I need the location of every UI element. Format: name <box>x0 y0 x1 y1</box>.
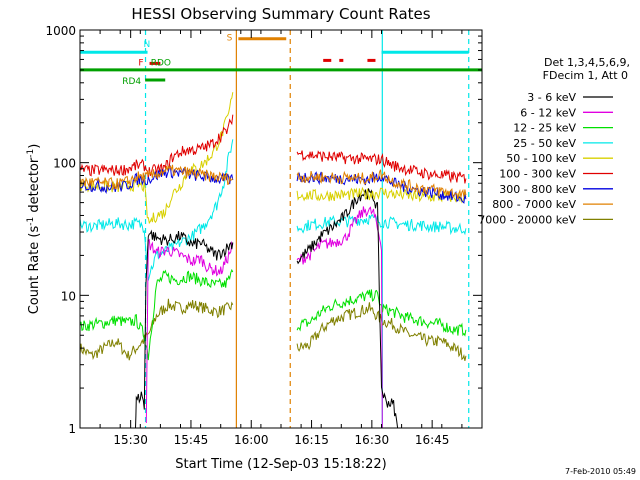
y-tick-label-1: 10 <box>61 289 76 303</box>
y-tick-label-3: 1000 <box>45 24 76 38</box>
legend-label-2: 12 - 25 keV <box>513 122 576 135</box>
x-axis-ticks: 15:30 15:45 16:00 16:15 16:30 16:45 <box>79 30 483 447</box>
flag-label-4: S <box>227 34 233 44</box>
legend-label-6: 300 - 800 keV <box>499 183 576 196</box>
legend-label-3: 25 - 50 keV <box>513 137 576 150</box>
x-tick-label-3: 16:15 <box>294 433 329 447</box>
series-3-segment-0 <box>145 238 234 424</box>
legend-label-4: 50 - 100 keV <box>506 152 576 165</box>
legend-label-5: 100 - 300 keV <box>499 168 576 181</box>
flag-label-0: N <box>144 40 151 50</box>
x-tick-label-5: 16:45 <box>415 433 450 447</box>
legend-label-0: 3 - 6 keV <box>527 91 576 104</box>
y-axis-label-main: Count Rate (s <box>27 226 42 315</box>
series-2 <box>79 139 467 281</box>
legend: Det 1,3,4,5,6,9, FDecim 1, Att 0 3 - 6 k… <box>478 56 630 226</box>
series-6-segment-1 <box>296 150 467 184</box>
y-axis-label-sup1: -1 <box>26 217 36 226</box>
chart-title: HESSI Observing Summary Count Rates <box>131 5 430 23</box>
series-5 <box>79 92 467 225</box>
y-axis-ticks: 1 10 100 1000 <box>45 24 482 436</box>
series-7-segment-0 <box>79 164 234 194</box>
series-4 <box>135 188 399 429</box>
legend-entries: 3 - 6 keV 6 - 12 keV 12 - 25 keV 25 - 50 ke… <box>478 91 613 226</box>
legend-header-line-2: FDecim 1, Att 0 <box>543 69 628 82</box>
legend-label-7: 800 - 7000 keV <box>492 198 576 211</box>
footer-timestamp: 7-Feb-2010 05:49 <box>565 467 636 476</box>
series-0-segment-0 <box>79 298 234 361</box>
series-5-segment-0 <box>79 92 234 225</box>
y-axis-label-end: ) <box>27 144 42 149</box>
series-4-segment-0 <box>135 229 234 429</box>
flag-label-3: RD4 <box>122 77 141 87</box>
series-5-segment-1 <box>296 186 467 204</box>
x-tick-label-0: 15:30 <box>113 433 148 447</box>
y-tick-label-2: 100 <box>53 157 76 171</box>
series-1-segment-0 <box>79 268 234 361</box>
series-8-segment-0 <box>79 164 234 190</box>
series-8-segment-1 <box>296 169 467 200</box>
series-2-segment-1 <box>296 214 467 236</box>
x-tick-label-4: 16:30 <box>355 433 390 447</box>
legend-label-1: 6 - 12 keV <box>520 106 576 119</box>
flag-label-1: F <box>138 58 143 68</box>
plot-area: NF RDO RD4 S <box>79 30 482 429</box>
y-tick-label-0: 1 <box>68 422 76 436</box>
y-axis-label-sup2: -1 <box>26 149 36 158</box>
y-axis-label: Count Rate (s-1 detector-1) <box>26 144 42 315</box>
flag-label-2: RDO <box>151 59 171 69</box>
x-axis-label: Start Time (12-Sep-03 15:18:22) <box>175 457 386 472</box>
series-2-segment-0 <box>79 139 234 281</box>
series-8 <box>79 164 467 200</box>
legend-header-line-1: Det 1,3,4,5,6,9, <box>544 56 630 69</box>
x-tick-label-1: 15:45 <box>174 433 209 447</box>
y-axis-label-mid: detector <box>27 157 42 217</box>
series-4-segment-1 <box>296 188 399 429</box>
x-tick-label-2: 16:00 <box>234 433 269 447</box>
legend-label-8: 7000 - 20000 keV <box>478 213 576 226</box>
